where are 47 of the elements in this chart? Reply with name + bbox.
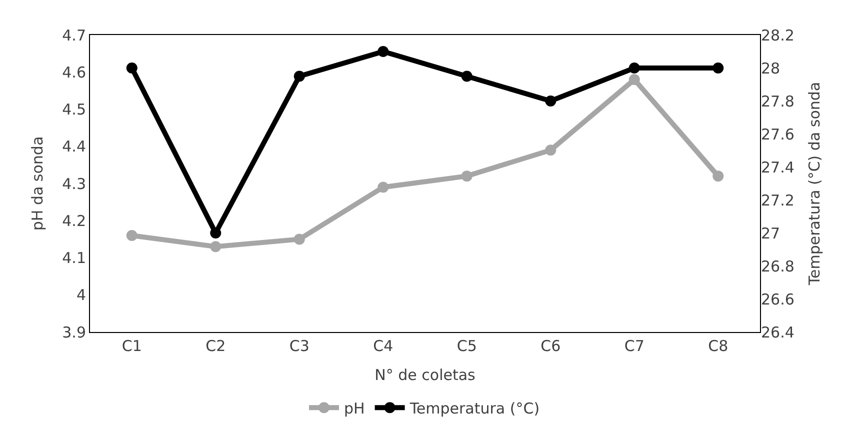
y-tick-label: 4.2 bbox=[62, 212, 86, 230]
x-tick-label: C7 bbox=[624, 337, 644, 355]
point bbox=[378, 46, 389, 57]
point bbox=[628, 74, 640, 86]
y2-tick-label: 27.4 bbox=[761, 158, 794, 176]
y2-tick-label: 26.4 bbox=[761, 323, 794, 342]
y2-tick-label: 27.2 bbox=[761, 191, 794, 210]
y2-tick-label: 27.8 bbox=[761, 92, 794, 110]
y-axis-title: pH da sonda bbox=[28, 136, 46, 231]
x-tick-label: C6 bbox=[540, 337, 561, 355]
y2-tick-label: 27.6 bbox=[761, 125, 794, 144]
point bbox=[126, 62, 138, 74]
point bbox=[294, 70, 305, 82]
x-axis-title: N° de coletas bbox=[374, 366, 476, 384]
y2-axis-title: Temperatura (°C) da sonda bbox=[805, 82, 824, 286]
point bbox=[461, 170, 472, 182]
x-tick-label: C5 bbox=[456, 337, 477, 355]
y2-tick-label: 26.6 bbox=[761, 290, 794, 308]
y-tick-label: 3.9 bbox=[62, 323, 86, 342]
point bbox=[628, 62, 640, 74]
point bbox=[126, 230, 138, 241]
x-tick-label: C1 bbox=[122, 337, 142, 355]
y-tick-label: 4.5 bbox=[62, 100, 86, 118]
legend-label: Temperatura (°C) bbox=[408, 400, 540, 418]
y-tick-label: 4 bbox=[76, 286, 86, 304]
y-tick-label: 4.4 bbox=[62, 138, 86, 156]
y-tick-label: 4.3 bbox=[62, 174, 86, 193]
x-tick-label: C3 bbox=[289, 337, 310, 355]
point bbox=[545, 96, 556, 106]
point bbox=[712, 62, 724, 74]
point bbox=[378, 182, 389, 193]
y-tick-label: 4.7 bbox=[62, 26, 86, 44]
point bbox=[210, 241, 222, 252]
y2-tick-label: 28.2 bbox=[761, 26, 794, 44]
y2-tick-label: 27 bbox=[761, 224, 780, 242]
point bbox=[461, 70, 472, 82]
point bbox=[294, 234, 305, 245]
y-tick-label: 4.6 bbox=[62, 63, 86, 82]
y2-tick-label: 28 bbox=[761, 59, 780, 78]
x-tick-label: C8 bbox=[708, 337, 728, 355]
x-tick-label: C2 bbox=[206, 337, 226, 355]
x-tick-label: C4 bbox=[373, 337, 394, 355]
point bbox=[545, 144, 556, 156]
y2-tick-label: 26.8 bbox=[761, 257, 794, 276]
y-tick-label: 4.1 bbox=[62, 249, 86, 267]
legend-label: pH bbox=[344, 400, 365, 418]
point bbox=[712, 170, 724, 182]
